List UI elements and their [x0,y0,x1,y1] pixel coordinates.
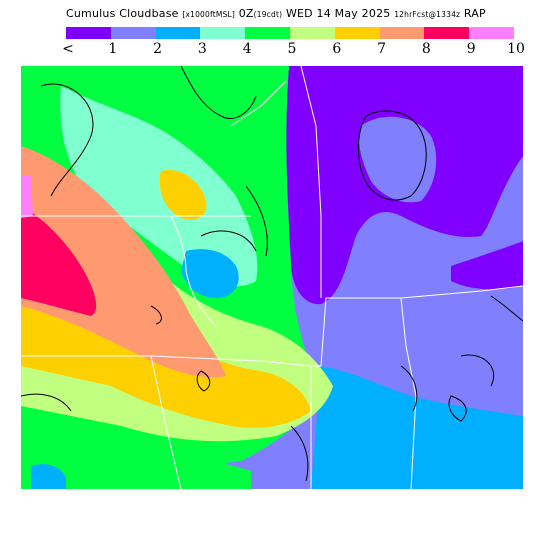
legend-tick-label: 6 [332,41,342,57]
region-2k-south [31,464,66,489]
legend-tick-label: 9 [466,41,476,57]
region-3k-north [60,86,258,287]
boundary-line-8 [400,285,523,299]
region-7k-core [21,146,226,378]
contour-line-4 [245,185,268,257]
legend-swatch-1 [110,27,156,39]
legend-tick-label: 5 [287,41,297,57]
legend-swatch-2 [155,27,201,39]
color-scale-legend [66,27,514,39]
contour-line-6 [400,365,418,412]
legend-swatch-7 [379,27,425,39]
boundary-line-9 [230,80,287,127]
local-time: (19cdt) [253,10,283,19]
contour-line-12 [290,425,309,482]
legend-tick-label: 1 [108,41,118,57]
contour-line-10 [150,305,162,325]
contour-lines [21,66,523,482]
legend-tick-label: 8 [421,41,431,57]
legend-swatch-6 [334,27,380,39]
region-2k-center [181,249,239,299]
legend-tick-label: < [62,41,74,57]
region-8k-southwest [21,206,97,316]
legend-tick-label: 7 [377,41,387,57]
legend-tick-label: 4 [242,41,252,57]
legend-swatch-3 [200,27,246,39]
legend-swatch-5 [289,27,335,39]
boundary-line-7 [400,297,417,489]
boundary-line-2 [170,215,217,327]
legend-tick-label: 10 [507,41,525,57]
boundary-line-6 [300,66,322,298]
chart-title: Cumulus Cloudbase [x1000ftMSL] 0Z(19cdt)… [66,7,536,21]
model-name: RAP [463,7,486,20]
boundary-line-5 [311,297,401,367]
legend-tick-label: 2 [153,41,163,57]
legend-swatch-8 [424,27,470,39]
forecast-date: WED 14 May 2025 [285,7,391,20]
contour-line-13 [490,295,523,322]
contour-line-1 [40,83,94,197]
contour-line-7 [460,354,495,387]
valid-time: 0Z [238,7,254,20]
contour-line-11 [21,393,72,412]
region-6k-north [159,170,207,221]
legend-swatch-9 [469,27,514,39]
boundary-line-10 [150,355,182,489]
state-boundaries [21,66,523,489]
contour-line-5 [200,230,257,252]
region-4k-south [21,406,251,489]
product-name: Cumulus Cloudbase [66,7,179,20]
contour-line-3 [358,110,427,201]
contour-line-8 [448,395,467,422]
region-under1k-east [451,241,523,290]
legend-swatch-0 [66,27,111,39]
forecast-hour: 12hrFcst@1334z [394,10,461,19]
region-9k-edge [21,176,33,218]
contour-line-2 [180,66,257,119]
color-scale-ticks: <1 2 3 4 5 6 7 8 9 10 [52,41,532,57]
units-label: [x1000ftMSL] [182,10,235,19]
cloudbase-map [21,66,523,489]
lake-interior [359,116,437,203]
legend-tick-label: 3 [197,41,207,57]
legend-swatch-4 [245,27,290,39]
contour-line-9 [196,370,211,392]
region-2k-southeast [311,366,523,489]
